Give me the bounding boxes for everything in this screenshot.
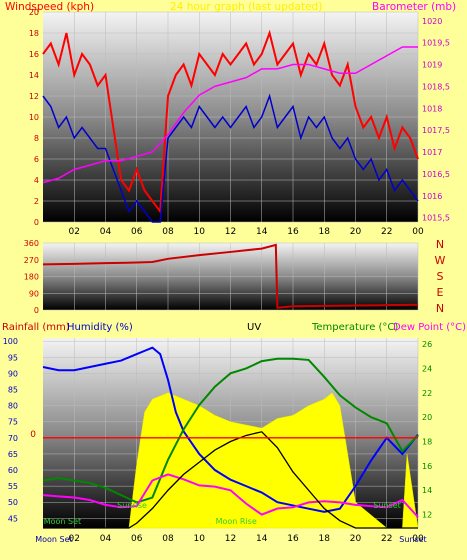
barometer-tick-label: 1017 xyxy=(422,148,442,157)
temperature-tick-label: 24 xyxy=(422,364,432,373)
event-label: Moon Set xyxy=(44,517,81,526)
series-wind-direction-line xyxy=(42,243,419,309)
humidity-tick-label: 80 xyxy=(8,402,18,411)
humidity-label: Humidity (%) xyxy=(67,322,133,333)
dewpoint-label: Dew Point (°C) xyxy=(393,322,466,333)
event-label: Sunset xyxy=(373,501,400,510)
humidity-tick-label: 70 xyxy=(8,434,18,443)
windspeed-tick-label: 6 xyxy=(34,155,39,164)
barometer-tick-label: 1015,5 xyxy=(422,214,450,223)
x-tick-label: 04 xyxy=(100,534,112,544)
x-tick-label: 08 xyxy=(162,534,174,544)
humidity-tick-label: 100 xyxy=(3,337,18,346)
compass-label: W xyxy=(435,254,446,267)
x-tick-label: 04 xyxy=(100,227,112,237)
windspeed-tick-label: 0 xyxy=(34,218,39,227)
event-marker: Sunset xyxy=(399,535,426,544)
x-tick-label: 14 xyxy=(256,534,268,544)
temperature-tick-label: 14 xyxy=(422,486,432,495)
humidity-tick-label: 60 xyxy=(8,466,18,475)
x-tick-label: 06 xyxy=(131,227,143,237)
temperature-tick-label: 16 xyxy=(422,462,432,471)
series-humidity-line xyxy=(42,346,419,513)
direction-tick-label: 0 xyxy=(34,306,39,315)
barometer-tick-label: 1019,5 xyxy=(422,39,450,48)
x-tick-label: 02 xyxy=(69,534,80,544)
windspeed-tick-label: 2 xyxy=(34,197,39,206)
windspeed-tick-label: 14 xyxy=(29,71,39,80)
rain-zero-label: 0 xyxy=(30,430,36,440)
uv-label: UV xyxy=(247,322,261,333)
barometer-tick-label: 1016,5 xyxy=(422,170,450,179)
barometer-tick-label: 1016 xyxy=(422,192,442,201)
direction-tick-label: 90 xyxy=(29,289,39,298)
humidity-tick-label: 55 xyxy=(8,482,18,491)
x-tick-label: 12 xyxy=(225,534,236,544)
x-tick-label: 16 xyxy=(287,227,299,237)
x-tick-label: 18 xyxy=(319,227,331,237)
humidity-tick-label: 90 xyxy=(8,369,18,378)
humidity-tick-label: 65 xyxy=(8,450,18,459)
windspeed-tick-label: 18 xyxy=(29,29,39,38)
x-tick-label: 00 xyxy=(412,227,424,237)
humidity-tick-label: 75 xyxy=(8,418,18,427)
x-tick-label: 00 xyxy=(412,534,424,544)
windspeed-axis-label: Windspeed (kph) xyxy=(5,1,94,13)
temperature-label: Temperature (°C) xyxy=(311,322,398,333)
chart-title: 24 hour graph (last updated) xyxy=(170,1,322,13)
x-tick-label: 20 xyxy=(350,534,362,544)
x-tick-label: 12 xyxy=(225,227,236,237)
x-tick-label: 14 xyxy=(256,227,268,237)
event-label: Moon Rise xyxy=(216,517,257,526)
windspeed-tick-label: 4 xyxy=(34,176,39,185)
humidity-tick-label: 50 xyxy=(8,498,18,507)
series-solar-line xyxy=(43,431,418,529)
windspeed-tick-label: 10 xyxy=(29,113,39,122)
compass-label: N xyxy=(436,302,444,315)
barometer-tick-label: 1020 xyxy=(422,17,442,26)
windspeed-tick-label: 12 xyxy=(29,92,39,101)
series-gust-line xyxy=(42,29,419,215)
rainfall-label: Rainfall (mm) xyxy=(2,322,70,333)
temperature-tick-label: 18 xyxy=(422,438,432,447)
series-average-line xyxy=(42,93,419,223)
windspeed-tick-label: 8 xyxy=(34,134,39,143)
series-temperature-line xyxy=(42,357,419,504)
direction-tick-label: 180 xyxy=(24,273,39,282)
series-dew-point-line xyxy=(42,473,419,518)
direction-tick-label: 360 xyxy=(24,239,39,248)
x-tick-label: 20 xyxy=(350,227,362,237)
humidity-tick-label: 85 xyxy=(8,386,18,395)
windspeed-tick-label: 20 xyxy=(29,8,39,17)
x-tick-label: 02 xyxy=(69,227,80,237)
x-tick-label: 08 xyxy=(162,227,174,237)
x-tick-label: 22 xyxy=(381,534,392,544)
x-tick-label: 16 xyxy=(287,534,299,544)
x-tick-label: 06 xyxy=(131,534,143,544)
event-label: Sunrise xyxy=(117,501,147,510)
humidity-tick-label: 95 xyxy=(8,353,18,362)
x-tick-label: 10 xyxy=(194,534,206,544)
barometer-tick-label: 1018,5 xyxy=(422,82,450,91)
barometer-tick-label: 1017,5 xyxy=(422,126,450,135)
compass-label: S xyxy=(437,270,444,283)
series-barometer-line xyxy=(42,46,418,184)
x-tick-label: 10 xyxy=(194,227,206,237)
windspeed-tick-label: 16 xyxy=(29,50,39,59)
barometer-axis-label: Barometer (mb) xyxy=(372,1,456,13)
temperature-tick-label: 12 xyxy=(422,511,432,520)
humidity-tick-label: 45 xyxy=(8,514,18,523)
temperature-tick-label: 22 xyxy=(422,389,432,398)
temperature-tick-label: 26 xyxy=(422,340,432,349)
compass-label: N xyxy=(436,238,444,251)
x-tick-label: 22 xyxy=(381,227,392,237)
temperature-tick-label: 20 xyxy=(422,413,432,422)
x-tick-label: 18 xyxy=(319,534,331,544)
compass-label: E xyxy=(437,286,444,299)
barometer-tick-label: 1018 xyxy=(422,104,442,113)
barometer-tick-label: 1019 xyxy=(422,61,442,70)
direction-tick-label: 270 xyxy=(24,256,39,265)
event-marker: Moon Set xyxy=(35,535,72,544)
